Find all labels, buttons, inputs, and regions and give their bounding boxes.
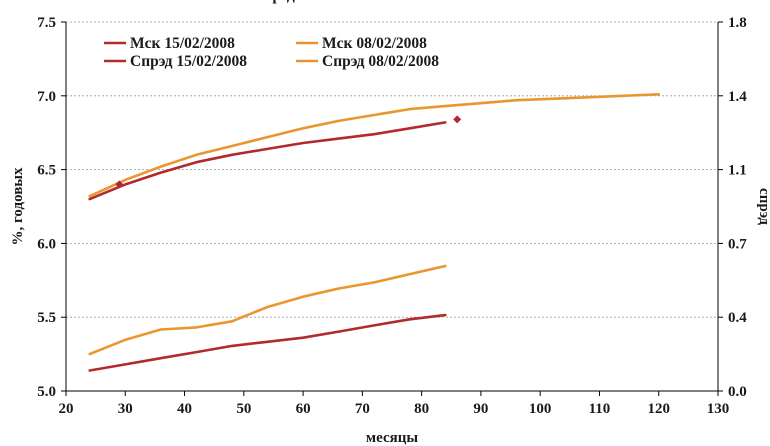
x-tick-label: 20 bbox=[59, 401, 74, 417]
legend-label-1: Мск 08/02/2008 bbox=[322, 35, 427, 52]
y-left-tick-label: 5.0 bbox=[37, 384, 56, 400]
y-left-tick-label: 7.5 bbox=[37, 15, 56, 31]
x-tick-label: 100 bbox=[529, 401, 552, 417]
x-tick-label: 30 bbox=[118, 401, 133, 417]
y-left-tick-label: 6.0 bbox=[37, 236, 56, 252]
y-axis-left-title: %, годовых bbox=[10, 167, 26, 246]
x-tick-label: 80 bbox=[414, 401, 429, 417]
x-tick-label: 40 bbox=[177, 401, 192, 417]
points-layer bbox=[115, 115, 462, 189]
x-tick-label: 90 bbox=[473, 401, 488, 417]
y-right-tick-label: 1.4 bbox=[728, 89, 747, 105]
x-axis-title: месяцы bbox=[366, 430, 418, 446]
series-layer bbox=[88, 93, 660, 372]
series-line-0 bbox=[88, 121, 447, 201]
legend-label-3: Спрэд 08/02/2008 bbox=[322, 53, 439, 70]
y-right-tick-label: 1.8 bbox=[728, 15, 747, 31]
annotation-label: Москва bbox=[235, 0, 289, 4]
x-tick-label: 130 bbox=[707, 401, 730, 417]
legend-label-2: Спрэд 15/02/2008 bbox=[130, 53, 247, 70]
x-tick-label: 60 bbox=[296, 401, 311, 417]
y-left-tick-label: 6.5 bbox=[37, 163, 56, 179]
x-tick-label: 120 bbox=[647, 401, 670, 417]
y-right-tick-label: 0.4 bbox=[728, 310, 747, 326]
legend-label-0: Мск 15/02/2008 bbox=[130, 35, 235, 52]
y-left-tick-label: 7.0 bbox=[37, 89, 56, 105]
x-tick-label: 70 bbox=[355, 401, 370, 417]
legend: Мск 15/02/2008 Мск 08/02/2008 Спрэд 15/02/… bbox=[104, 35, 439, 70]
y-left-tick-label: 5.5 bbox=[37, 310, 56, 326]
y-right-tick-label: 1.1 bbox=[728, 163, 747, 179]
series-line-3 bbox=[88, 264, 447, 356]
data-point-marker bbox=[115, 180, 124, 189]
data-point-marker bbox=[453, 115, 462, 124]
y-right-tick-label: 0.0 bbox=[728, 384, 747, 400]
x-tick-label: 50 bbox=[236, 401, 251, 417]
x-tick-label: 110 bbox=[589, 401, 611, 417]
series-line-2 bbox=[88, 313, 447, 372]
y-axis-right-title: спрэд bbox=[756, 188, 770, 225]
axes: 5.0 5.5 6.0 6.5 7.0 7.5 0.0 0.4 0.7 1.1 1.4 1.8 20 30… bbox=[10, 15, 770, 446]
annotation-label: Спрэд bbox=[252, 0, 295, 4]
labels-layer: МоскваСпрэд bbox=[235, 0, 295, 4]
series-line-1 bbox=[88, 93, 660, 198]
y-right-tick-label: 0.7 bbox=[728, 236, 747, 252]
